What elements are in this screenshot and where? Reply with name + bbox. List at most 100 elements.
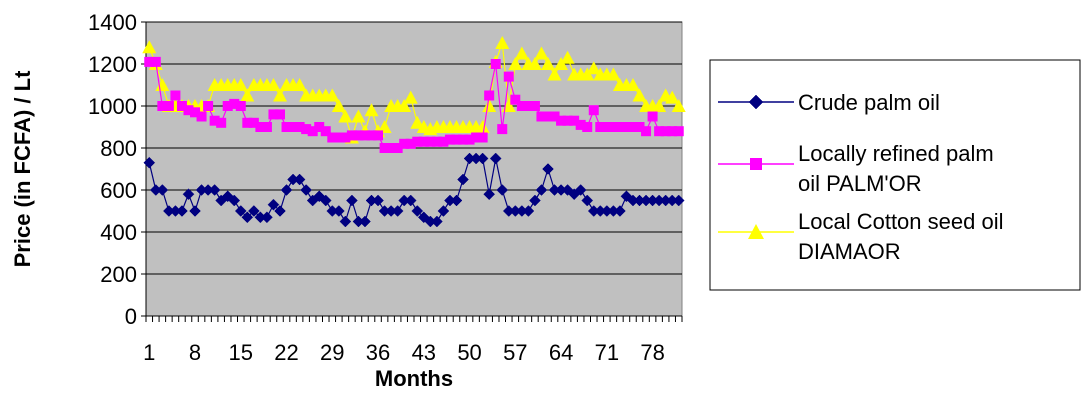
data-point [438,136,449,147]
data-point [228,194,241,207]
data-point [543,111,553,122]
series-line [148,157,679,223]
data-point [392,143,403,153]
data-point [346,194,358,207]
legend-item: Locally refined palm oil PALM'OR [718,141,994,196]
data-point [404,194,417,207]
y-tick-label: 1400 [88,10,137,35]
data-point [307,126,318,137]
data-point [595,122,606,132]
data-point [346,130,357,141]
data-point [280,184,293,196]
x-tick-label: 71 [595,340,619,365]
data-point [325,88,340,102]
data-point [294,122,305,132]
y-tick-label: 200 [100,262,137,287]
data-point [536,111,547,122]
data-point [339,215,352,228]
data-point [144,56,155,67]
data-point [234,205,247,217]
data-point [601,122,612,132]
data-point [748,94,764,110]
data-point [673,126,684,137]
series-0 [143,152,685,228]
y-tick-label: 1000 [88,94,137,119]
data-point [534,46,549,60]
data-point [233,78,248,91]
data-point [410,115,425,129]
data-point [248,205,260,217]
data-point [560,50,575,64]
legend-label: Local Cotton seed oil [798,209,1003,234]
data-point [405,138,416,149]
data-point [235,101,246,111]
x-tick-label: 78 [640,340,664,365]
data-point [359,130,370,141]
data-point [542,163,554,175]
data-point [634,122,645,132]
data-point [333,132,344,143]
data-point [155,78,170,91]
data-point [437,205,450,217]
data-point [451,134,462,145]
data-point [156,184,169,196]
data-point [176,101,187,111]
data-point [319,194,332,207]
data-point [364,103,379,117]
data-point [444,134,455,145]
data-point [222,101,233,111]
data-point [535,184,548,196]
data-point [359,215,371,228]
x-tick-label: 1 [143,340,155,365]
data-point [176,205,188,217]
data-point [632,88,647,102]
data-point [575,119,586,130]
data-point [471,132,482,143]
data-point [261,122,272,132]
data-point [547,67,562,81]
data-point [142,40,157,54]
data-point [373,130,384,141]
data-point [529,194,541,207]
data-point [588,105,599,116]
y-tick-label: 600 [100,178,137,203]
legend-items: Crude palm oil Locally refined palm oil PA… [718,90,1003,264]
data-point [748,224,764,239]
data-point [209,115,220,126]
series-2 [142,36,686,144]
data-point [641,126,652,137]
data-point [495,36,510,49]
data-point [248,117,259,128]
data-point [216,117,227,128]
data-point [412,136,423,147]
data-point [476,152,489,165]
data-point [241,211,254,224]
data-point [482,99,497,112]
legend-box [709,59,1081,291]
data-point [496,184,509,196]
data-point [625,78,640,91]
data-point [397,99,412,112]
data-point [418,136,429,147]
legend-label: DIAMAOR [798,239,901,264]
legend-item: Local Cotton seed oil DIAMAOR [718,209,1003,264]
x-tick-label: 64 [549,340,573,365]
data-point [450,194,463,207]
data-point [627,122,638,132]
x-tick-label: 15 [229,340,253,365]
data-point [672,194,685,207]
data-point [300,184,312,196]
data-point [549,111,560,122]
x-axis-ticks: 1 8 15 22 29 36 43 50 57 64 71 78 [143,315,683,365]
data-point [190,107,201,118]
data-point [255,122,266,132]
data-point [203,101,214,111]
data-point [665,90,680,104]
data-point [170,90,181,101]
data-point [391,205,404,217]
x-tick-label: 8 [189,340,201,365]
legend-label: oil PALM'OR [798,171,922,196]
data-point [652,99,667,112]
data-point [503,71,514,82]
data-point [750,158,762,170]
